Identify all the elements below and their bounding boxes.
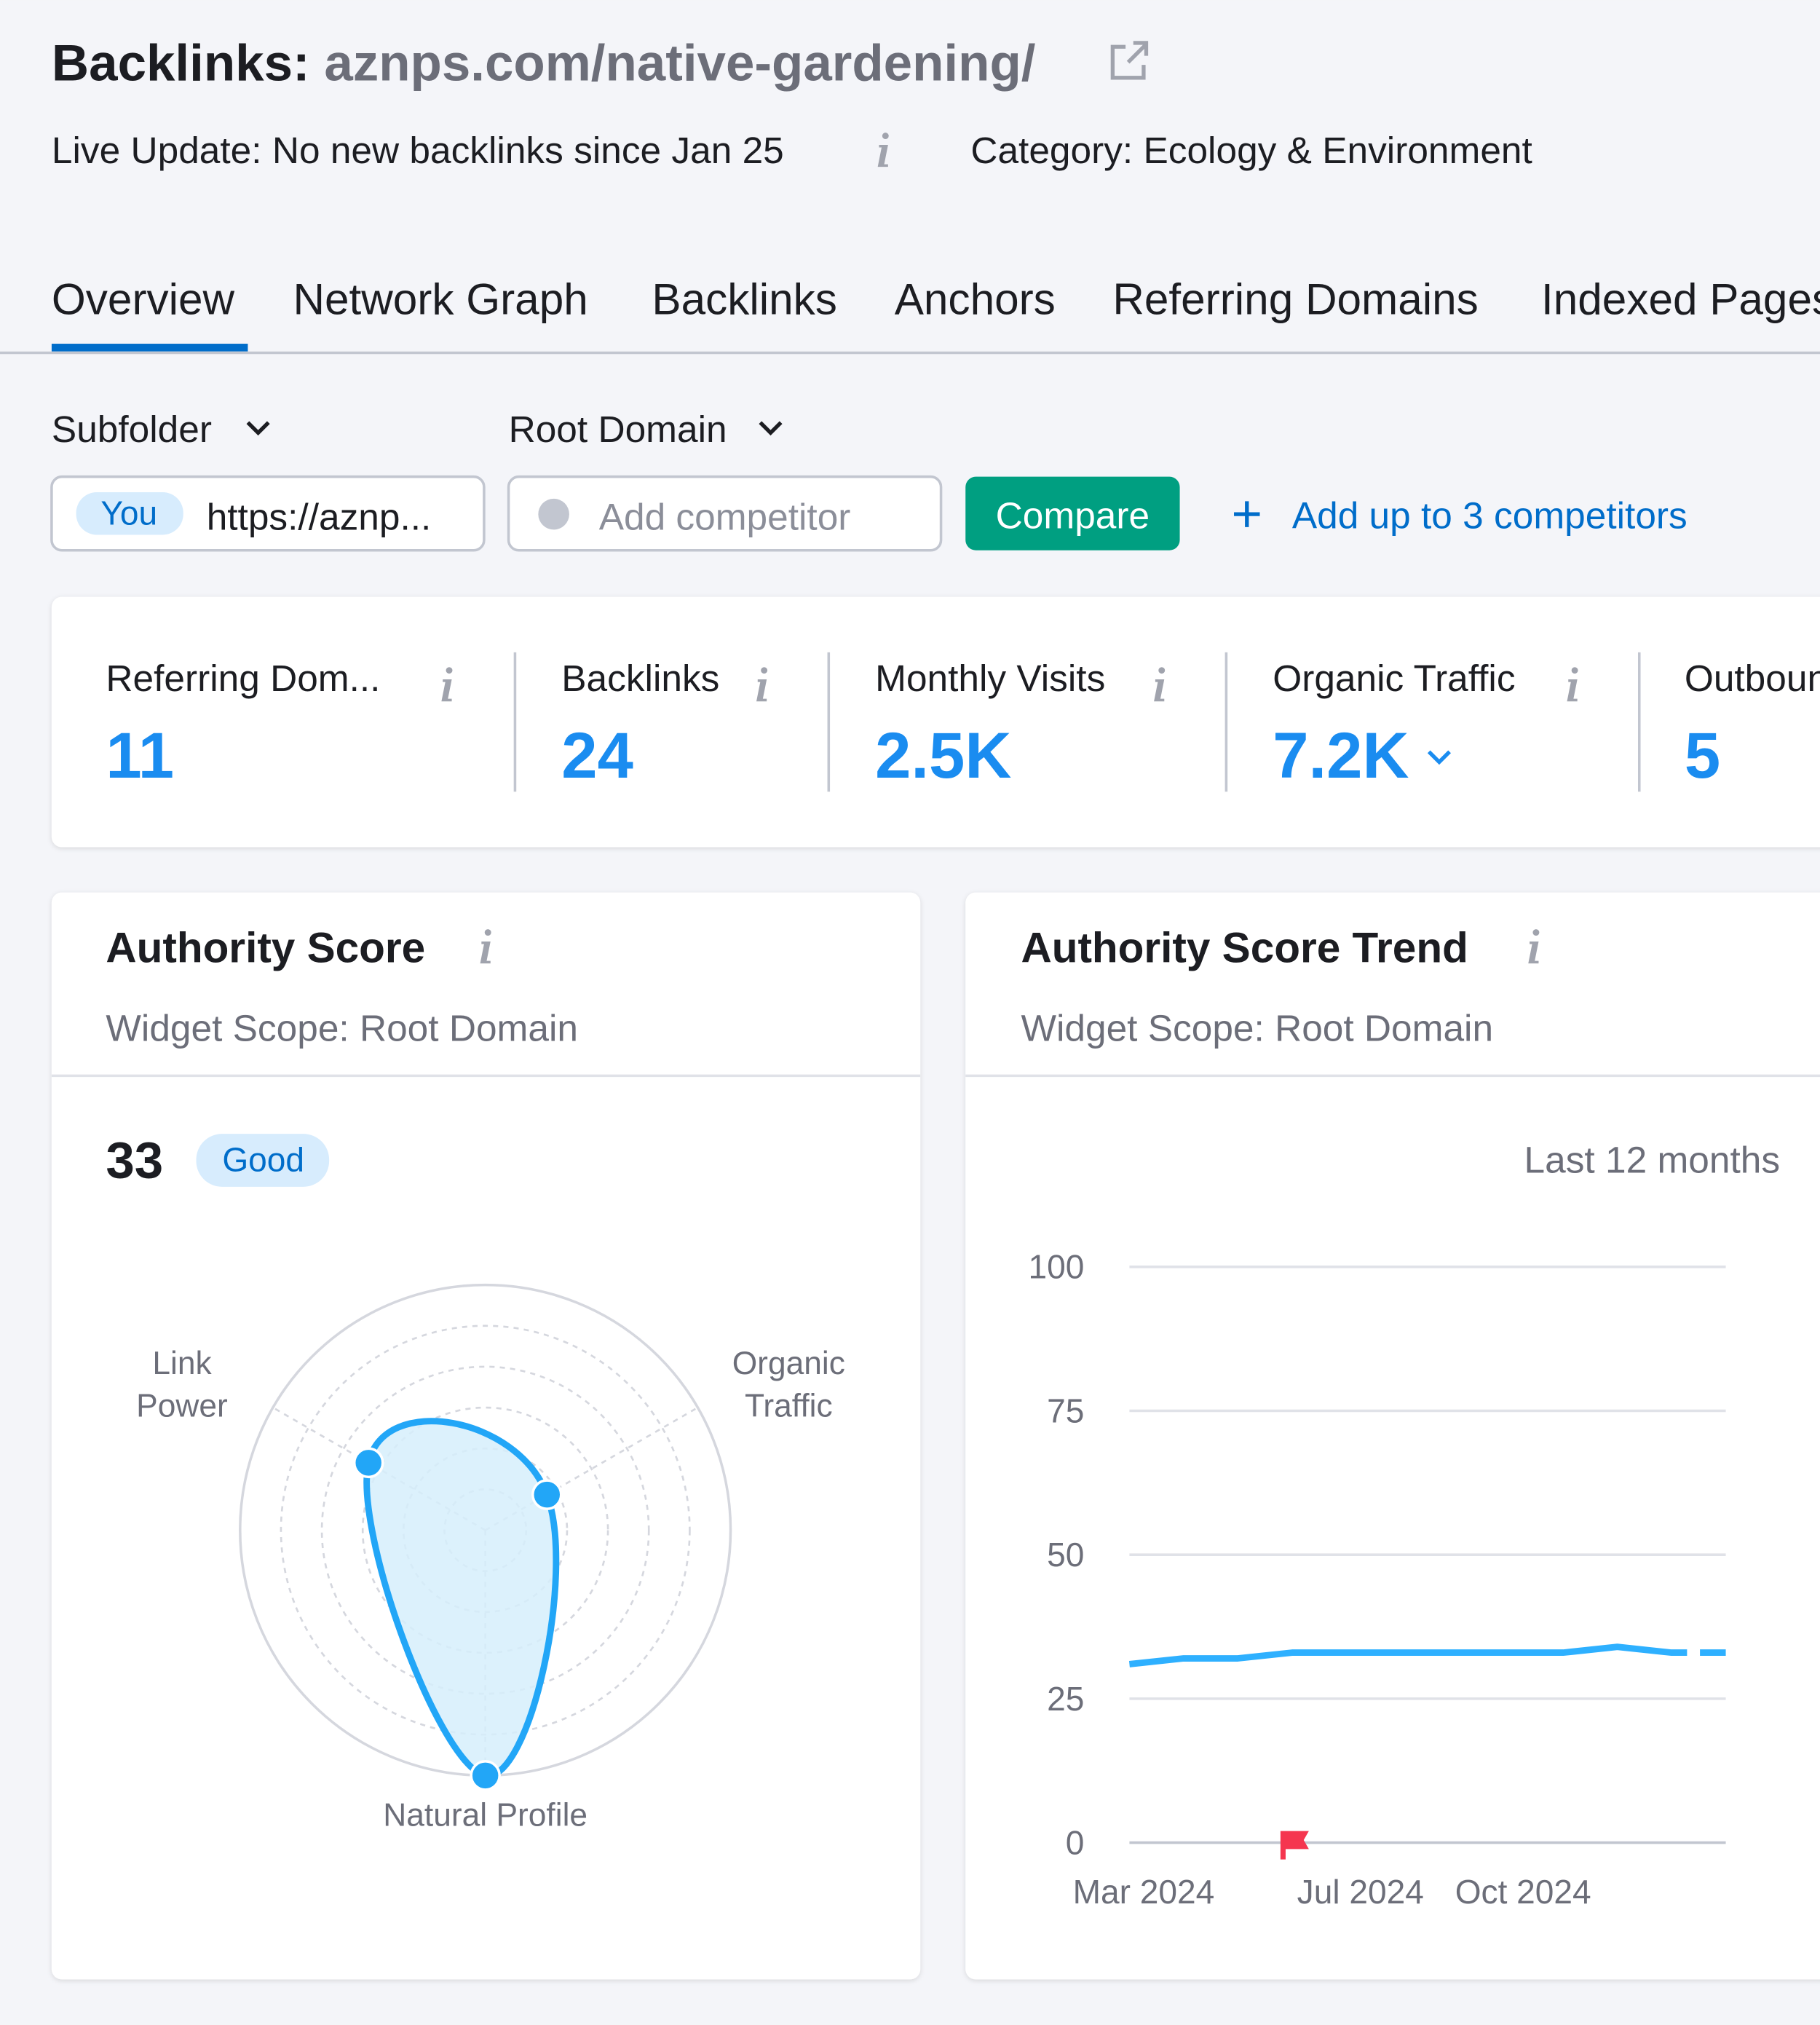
chevron — [246, 421, 270, 436]
metric-label: Referring Dom... — [106, 657, 380, 699]
metric-label: Outbound Domains — [1685, 657, 1820, 699]
external-link-icon[interactable] — [1110, 41, 1149, 80]
rating-badge — [196, 1134, 330, 1187]
radar-chart: Link Power Organic Traffic Natural Profile — [136, 1283, 845, 1834]
y-tick-label: 25 — [1047, 1680, 1084, 1718]
competitor-dot — [538, 498, 569, 530]
metric-label: Backlinks — [561, 657, 719, 699]
add-competitors-link[interactable]: Add up to 3 competitors — [1292, 494, 1688, 537]
info-dot — [446, 667, 453, 674]
metric-value[interactable]: 2.5K — [875, 719, 1011, 792]
root-domain-dropdown[interactable]: Root Domain — [509, 408, 727, 450]
y-tick-label: 50 — [1047, 1536, 1084, 1574]
info-icon[interactable] — [480, 929, 491, 964]
radar-axis-label: Link Power — [136, 1345, 228, 1425]
info-icon[interactable] — [441, 667, 453, 702]
radar-ring — [361, 1406, 609, 1654]
page-title: Backlinks: aznps.com/native-gardening/ — [52, 34, 1036, 92]
trend-card — [965, 892, 1820, 1980]
compare-button[interactable] — [965, 476, 1180, 550]
metric-label: Organic Traffic — [1273, 657, 1515, 699]
info-stem — [1567, 679, 1578, 702]
tab[interactable]: Anchors — [895, 274, 1056, 323]
metric-value[interactable]: 11 — [106, 719, 174, 792]
info-stem — [1154, 679, 1165, 702]
x-tick-label: Mar 2024 — [1073, 1873, 1215, 1911]
metric-value[interactable]: 5 — [1685, 719, 1720, 792]
info-dot — [761, 667, 768, 674]
y-tick-label: 100 — [1028, 1248, 1084, 1286]
event-flag[interactable] — [1280, 1831, 1309, 1860]
tab[interactable]: Network Graph — [293, 274, 587, 323]
y-tick-label: 75 — [1047, 1392, 1084, 1429]
info-icon[interactable] — [877, 133, 889, 167]
title-prefix: Backlinks: — [52, 34, 310, 92]
tab[interactable]: Indexed Pages — [1541, 274, 1820, 323]
widget-title: Authority Score — [106, 924, 425, 971]
radar-axis-label-text: Natural Profile — [383, 1797, 588, 1834]
trend-line — [1128, 1643, 1726, 1667]
y-tick-label: 0 — [1066, 1824, 1085, 1862]
compare-label: Compare — [996, 494, 1150, 537]
x-tick-label: Jul 2024 — [1297, 1873, 1424, 1911]
tab[interactable]: Referring Domains — [1112, 274, 1478, 323]
you-label: You — [100, 494, 157, 532]
radar-point[interactable] — [352, 1447, 384, 1479]
line-chart: 0 25 50 75 100 Mar 2024 Jul 2024 Oct 2024 — [1028, 1248, 1726, 1911]
live-update: Live Update: No new backlinks since Jan … — [52, 129, 784, 171]
radar-axis-label: Natural Profile — [383, 1797, 588, 1834]
radar-axis-label-text: Link Power — [136, 1345, 228, 1425]
subfolder-dropdown[interactable]: Subfolder — [52, 408, 212, 450]
info-icon[interactable] — [1567, 667, 1578, 702]
period-selector[interactable]: Last 12 months — [1524, 1138, 1781, 1180]
info-icon[interactable] — [1528, 929, 1540, 964]
chevron[interactable] — [1427, 750, 1452, 765]
radar-axis-label: Organic Traffic — [732, 1345, 845, 1425]
radar-ring — [320, 1365, 650, 1695]
tab[interactable]: Overview — [52, 274, 235, 323]
info-stem — [441, 679, 452, 702]
title-url[interactable]: aznps.com/native-gardening/ — [324, 34, 1035, 92]
competitor-placeholder: Add competitor — [599, 495, 851, 537]
info-stem — [756, 679, 767, 702]
info-dot — [1571, 667, 1578, 674]
metrics: Referring Dom... 11 Backlinks 24 Monthly Vis… — [106, 652, 1820, 792]
widget-title: Authority Score Trend — [1021, 924, 1468, 971]
metrics-card — [51, 596, 1820, 848]
info-icon[interactable] — [1154, 667, 1166, 702]
plus-icon[interactable] — [1234, 501, 1260, 527]
category: Category: Ecology & Environment — [970, 129, 1532, 171]
x-tick-label: Oct 2024 — [1455, 1873, 1591, 1911]
domain-input-text: https://aznp... — [207, 495, 432, 537]
radar-point[interactable] — [531, 1479, 563, 1510]
metric-label: Monthly Visits — [875, 657, 1105, 699]
tab-bar: Overview Network Graph Backlinks Anchors Ref… — [52, 274, 1820, 323]
you-badge — [76, 492, 183, 535]
active-tab-indicator — [51, 344, 248, 352]
competitor-input[interactable] — [507, 475, 943, 552]
info-dot — [1158, 667, 1166, 674]
score-value: 33 — [106, 1132, 163, 1189]
radar-area — [363, 1418, 560, 1779]
widget-scope: Widget Scope: Root Domain — [106, 1007, 578, 1049]
rating-label: Good — [222, 1141, 304, 1179]
metric-value[interactable]: 24 — [561, 719, 633, 792]
radar-point[interactable] — [470, 1760, 501, 1791]
radar-axis-label-text: Organic Traffic — [732, 1345, 845, 1425]
tab[interactable]: Backlinks — [652, 274, 837, 323]
metric-value[interactable]: 7.2K — [1273, 719, 1409, 792]
info-icon[interactable] — [756, 667, 768, 702]
chevron — [759, 421, 783, 436]
widget-scope: Widget Scope: Root Domain — [1021, 1007, 1493, 1049]
